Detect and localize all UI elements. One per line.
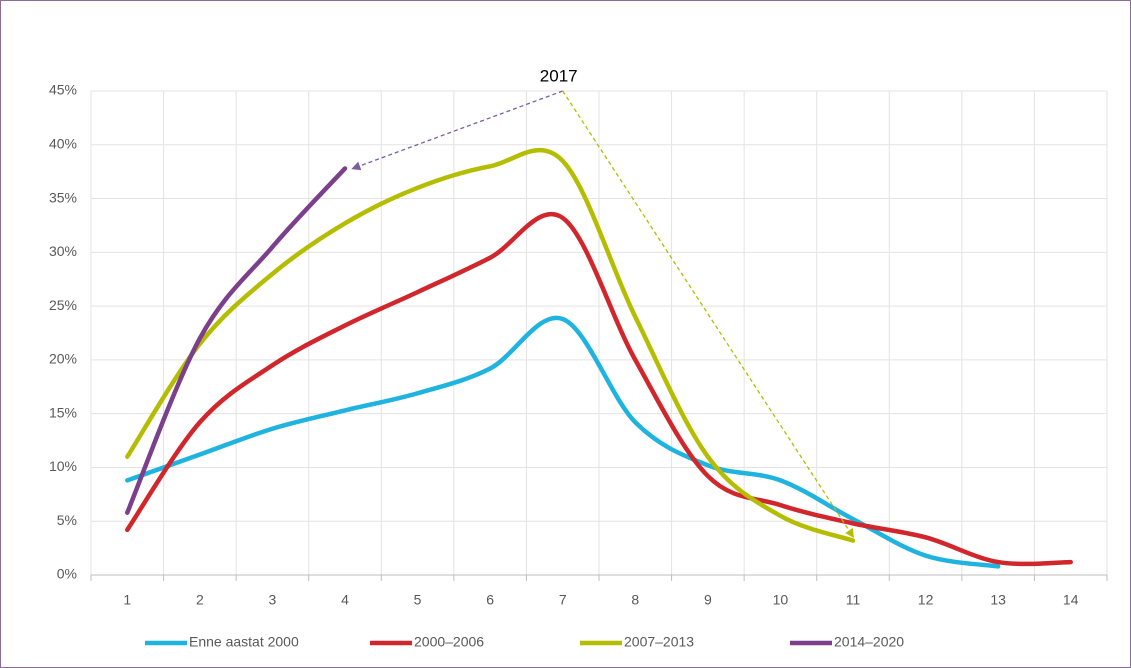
series-line <box>125 315 1001 569</box>
x-tick-label: 14 <box>1063 592 1079 608</box>
x-tick-label: 7 <box>559 592 567 608</box>
series-line <box>125 166 348 515</box>
x-tick-label: 6 <box>486 592 494 608</box>
x-tick-label: 8 <box>631 592 639 608</box>
x-tick-label: 9 <box>704 592 712 608</box>
y-tick-label: 15% <box>49 404 77 420</box>
legend-label: 2007–2013 <box>624 634 694 650</box>
x-tick-label: 5 <box>414 592 422 608</box>
x-tick-label: 13 <box>990 592 1006 608</box>
annotation: 2017 <box>540 66 578 85</box>
x-tick-label: 10 <box>773 592 789 608</box>
annotation-arrow <box>351 90 563 171</box>
y-tick-label: 5% <box>57 512 77 528</box>
y-tick-label: 45% <box>49 82 77 98</box>
series-line <box>125 147 856 543</box>
y-tick-label: 10% <box>49 458 77 474</box>
x-tick-label: 11 <box>846 592 861 608</box>
x-tick-label: 2 <box>196 592 204 608</box>
legend-label: Enne aastat 2000 <box>189 634 299 650</box>
y-tick-label: 30% <box>49 243 77 259</box>
x-tick-label: 3 <box>269 592 277 608</box>
annotation-arrow <box>562 90 854 539</box>
series-line <box>125 211 1073 567</box>
y-tick-label: 20% <box>49 351 77 367</box>
y-tick-label: 25% <box>49 297 77 313</box>
y-tick-label: 0% <box>57 566 77 582</box>
y-tick-label: 35% <box>49 189 77 205</box>
x-tick-label: 12 <box>918 592 934 608</box>
legend-label: 2014–2020 <box>834 634 904 650</box>
legend-label: 2000–2006 <box>414 634 484 650</box>
x-tick-label: 1 <box>123 592 131 608</box>
y-tick-label: 40% <box>49 135 77 151</box>
x-tick-label: 4 <box>341 592 349 608</box>
